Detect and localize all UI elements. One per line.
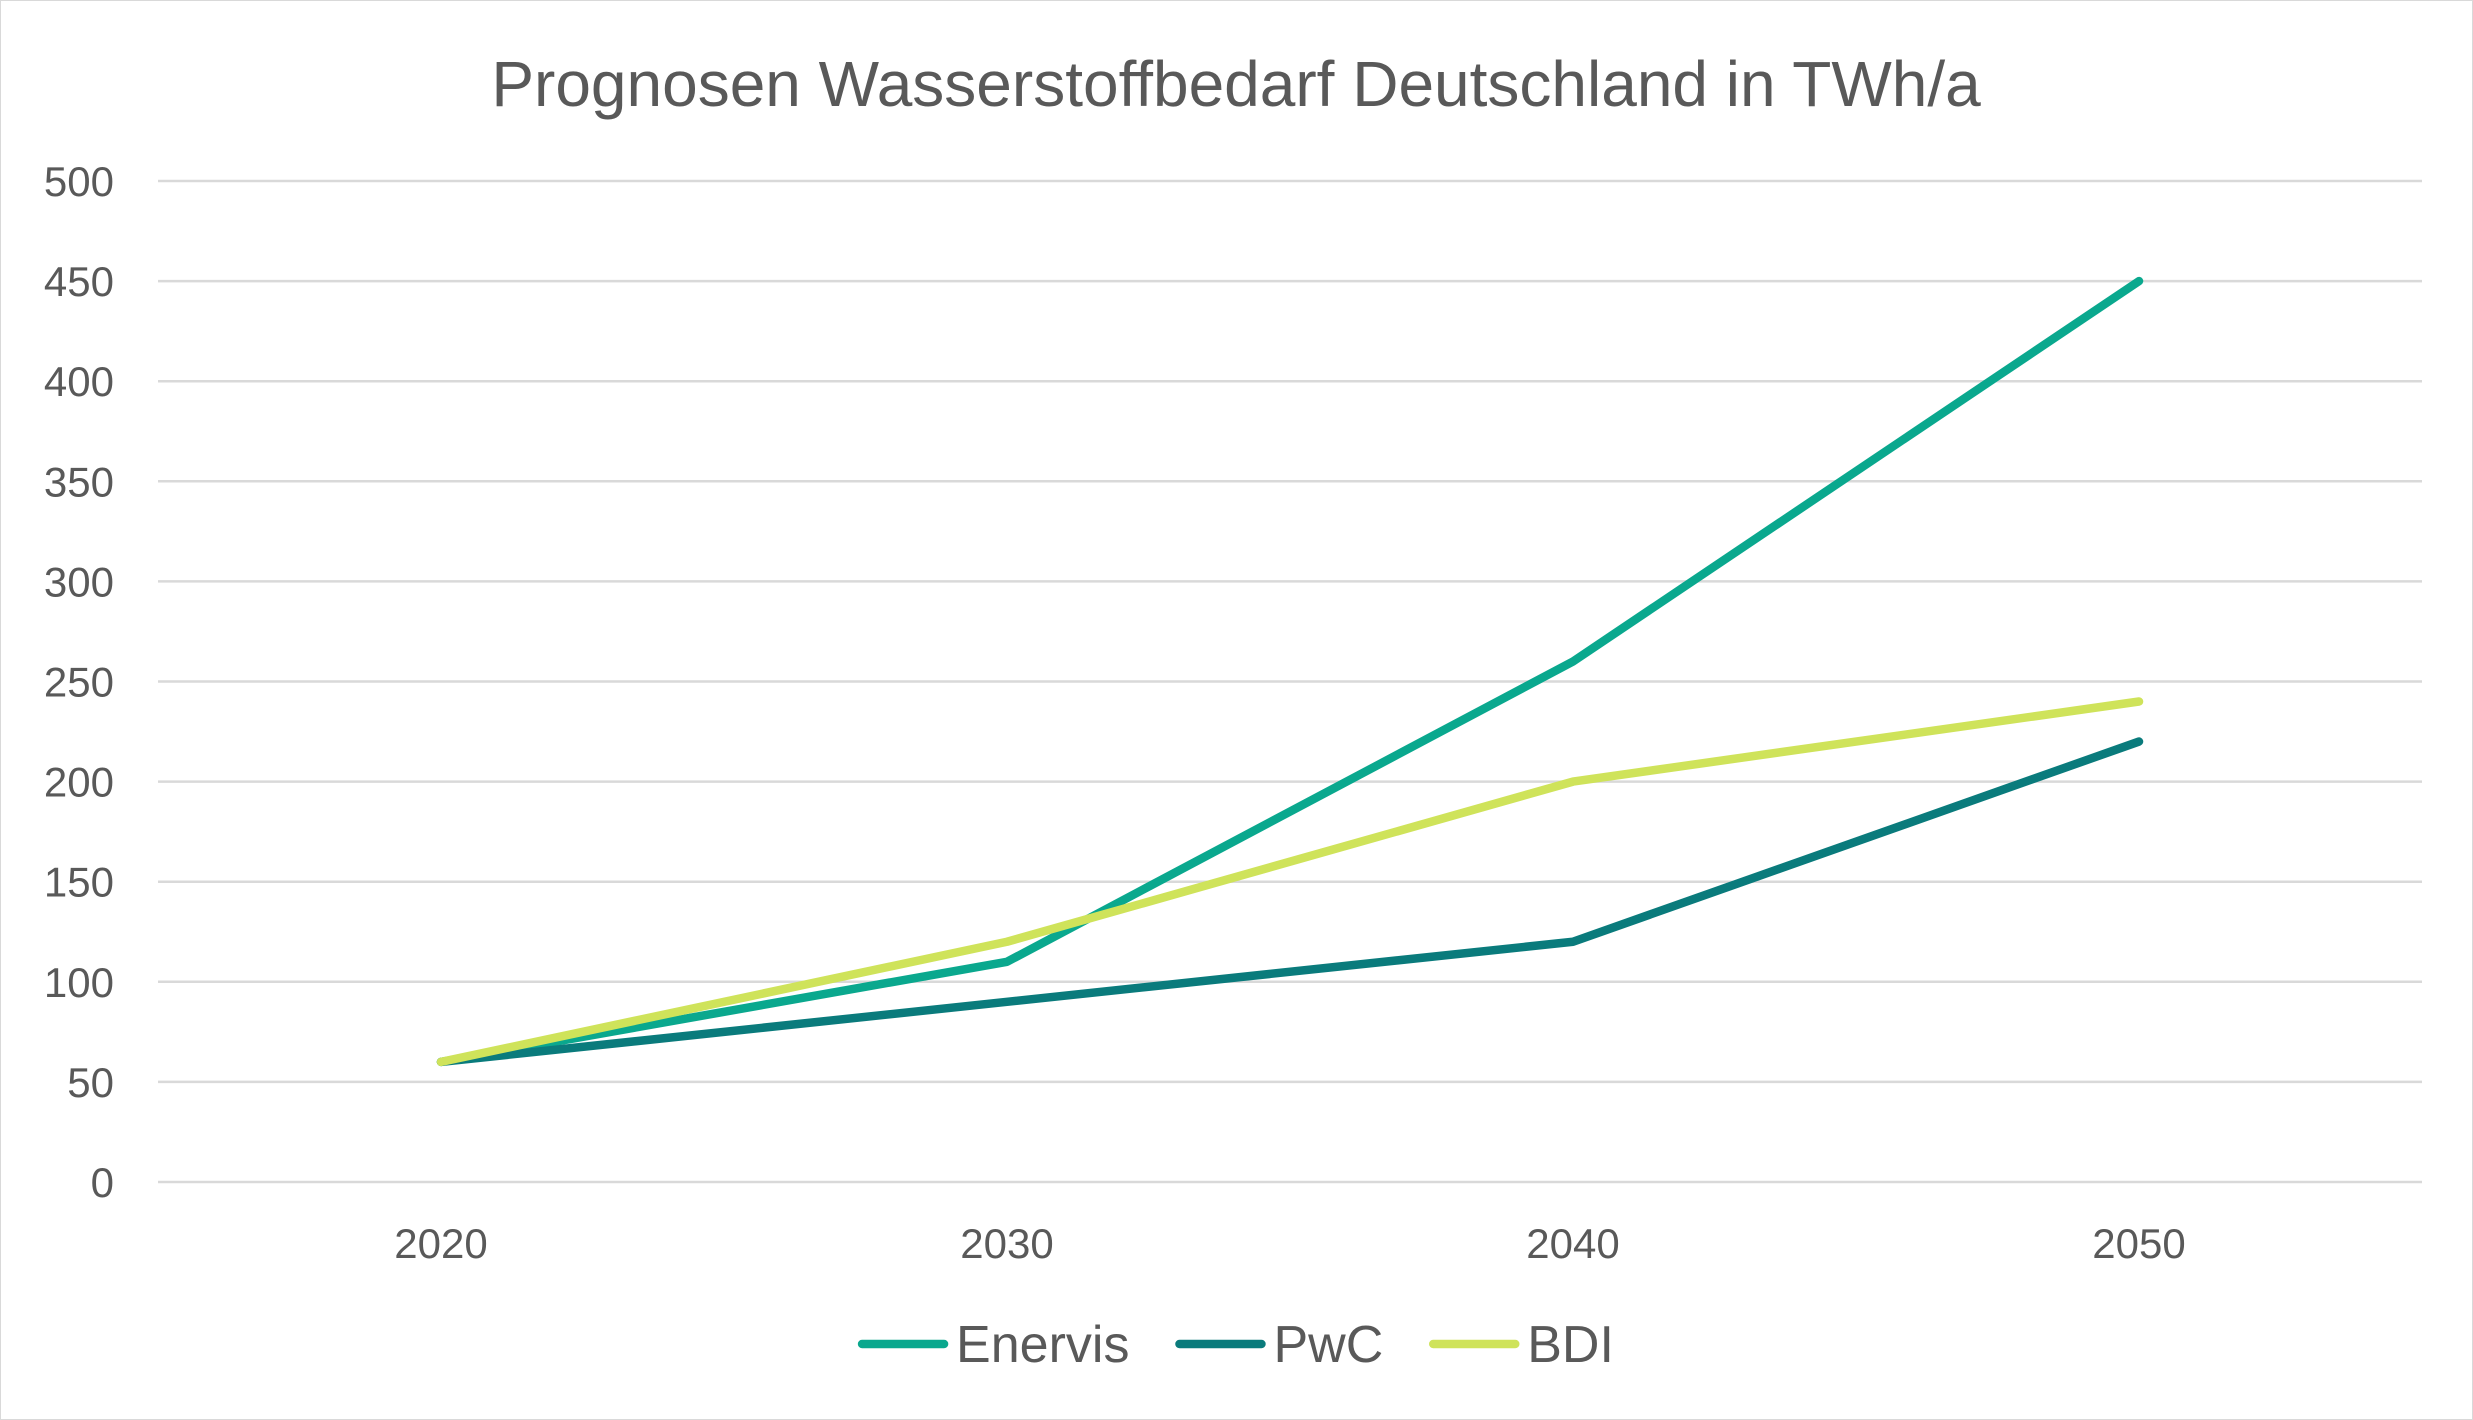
legend-label: PwC [1273,1316,1383,1374]
series-lines [436,276,2144,1067]
series-line-pwc [436,737,2144,1067]
y-tick-label: 200 [44,759,114,806]
legend: Enervis PwC BDI [857,1316,1614,1374]
series-line-bdi [436,697,2144,1067]
legend-item-pwc: PwC [1175,1316,1383,1374]
y-tick-label: 400 [44,358,114,405]
x-tick-label: 2050 [2092,1220,2185,1267]
x-axis-ticks: 2020 2030 2040 2050 [394,1220,2185,1267]
legend-item-enervis: Enervis [857,1316,1129,1374]
x-tick-label: 2040 [1526,1220,1619,1267]
y-axis-ticks: 0 50 100 150 200 250 300 350 400 450 500 [44,158,114,1206]
y-tick-label: 350 [44,458,114,505]
y-tick-label: 50 [67,1059,114,1106]
y-tick-label: 300 [44,558,114,605]
legend-label: BDI [1527,1316,1614,1374]
y-tick-label: 450 [44,258,114,305]
y-tick-label: 250 [44,659,114,706]
series-line-enervis [436,276,2144,1067]
legend-label: Enervis [956,1316,1129,1374]
chart-title: Prognosen Wasserstoffbedarf Deutschland … [491,48,1981,120]
x-tick-label: 2020 [394,1220,487,1267]
y-tick-label: 500 [44,158,114,205]
y-tick-label: 150 [44,859,114,906]
legend-item-bdi: BDI [1429,1316,1614,1374]
gridlines [158,179,2422,1184]
y-tick-label: 100 [44,959,114,1006]
y-tick-label: 0 [91,1159,114,1206]
x-tick-label: 2030 [960,1220,1053,1267]
